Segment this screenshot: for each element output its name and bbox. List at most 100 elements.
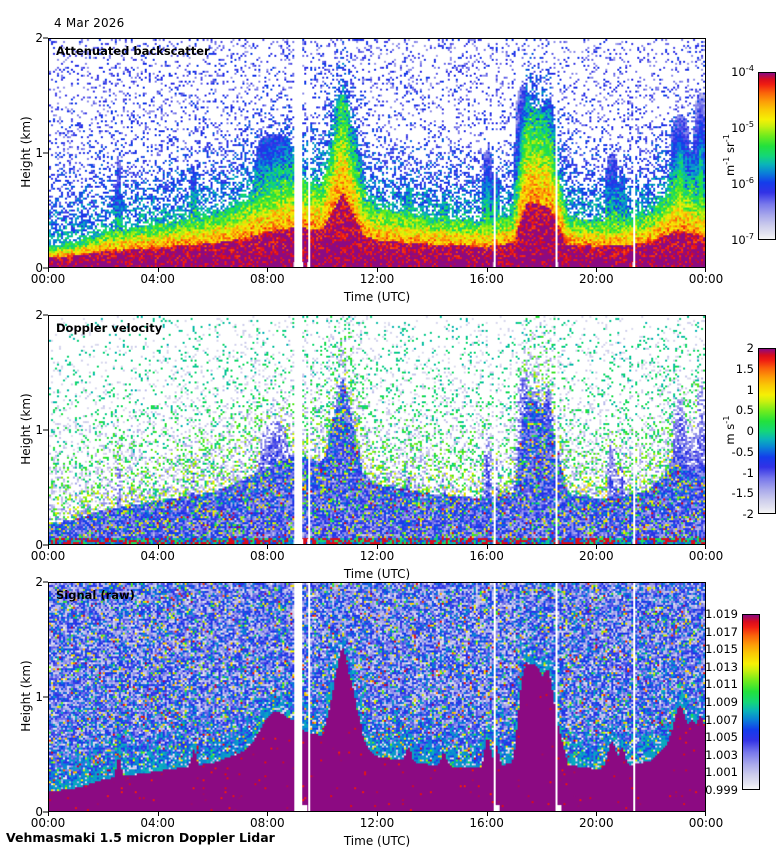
- x-tick-mark: [157, 812, 159, 816]
- y-tick-mark: [43, 152, 48, 154]
- colorbar-tick-doppler-velocity: 1: [746, 382, 754, 397]
- x-tick-mark: [267, 545, 269, 549]
- colorbar-tick-attenuated-backscatter: 10-4: [731, 63, 754, 79]
- x-tick-label: 08:00: [250, 549, 285, 563]
- colorbar-tick-doppler-velocity: 2: [746, 341, 754, 355]
- colorbar-tick-signal-raw: 1.003: [705, 747, 738, 762]
- x-tick-label: 16:00: [469, 816, 504, 830]
- colorbar-tick-doppler-velocity: 0.5: [735, 403, 754, 418]
- x-tick-label: 00:00: [30, 816, 66, 830]
- x-tick-mark: [157, 268, 159, 272]
- heatmap-attenuated-backscatter: [49, 39, 705, 267]
- panel-title-doppler-velocity: Doppler velocity: [56, 321, 163, 335]
- y-tick-label: 1: [35, 690, 43, 704]
- colorbar-signal-raw: 1.019 1.017 1.015 1.013 1.011 1.009 1.007 1.005…: [705, 607, 760, 797]
- x-tick-label: 20:00: [579, 816, 614, 830]
- x-axis-label-panel-3: Time (UTC): [343, 834, 411, 848]
- x-tick-label: 12:00: [359, 272, 395, 286]
- x-tick-label: 20:00: [579, 549, 614, 563]
- x-tick-label: 00:00: [688, 816, 724, 830]
- x-tick-mark: [48, 545, 49, 549]
- y-tick-mark: [43, 544, 48, 546]
- x-tick-mark: [486, 812, 488, 816]
- y-tick-label: 0: [35, 261, 43, 275]
- x-tick-label: 12:00: [359, 549, 395, 563]
- y-tick-mark: [43, 429, 48, 431]
- x-tick-mark: [377, 812, 378, 816]
- y-tick-label: 2: [35, 575, 43, 589]
- panel-title-attenuated-backscatter: Attenuated backscatter: [56, 44, 210, 58]
- colorbar-tick-signal-raw: 1.019: [705, 607, 738, 621]
- x-tick-label: 16:00: [469, 272, 504, 286]
- heatmap-doppler-velocity: [49, 316, 705, 544]
- panel-signal-raw: Signal (raw) 0 1 2 00:00 04:00 08:00 12:00 16:0…: [31, 575, 724, 830]
- y-tick-label: 0: [35, 805, 43, 819]
- x-tick-mark: [157, 545, 159, 549]
- colorbar-tick-signal-raw: 1.013: [705, 659, 738, 674]
- colorbar-units-attenuated-backscatter: m-1 sr-1: [721, 133, 737, 177]
- x-axis-label-panel-1: Time (UTC): [343, 290, 411, 304]
- x-tick-label: 00:00: [688, 549, 724, 563]
- panel-doppler-velocity: Doppler velocity 0 1 2 00:00 04:00 08:00 12:00…: [31, 308, 724, 563]
- y-tick-mark: [43, 267, 48, 269]
- x-tick-label: 04:00: [140, 272, 175, 286]
- colorbar-tick-signal-raw: 1.005: [705, 730, 738, 745]
- x-tick-mark: [705, 545, 706, 549]
- x-tick-mark: [48, 268, 49, 272]
- x-tick-label: 00:00: [688, 272, 724, 286]
- y-tick-label: 0: [35, 538, 43, 552]
- plot-area-attenuated-backscatter: [48, 38, 706, 268]
- y-axis-label-panel-2: Height (km): [19, 393, 33, 465]
- colorbar-tick-doppler-velocity: -2: [742, 507, 754, 521]
- y-tick-mark: [43, 581, 48, 583]
- colorbar-gradient-attenuated-backscatter: [758, 72, 776, 240]
- x-tick-label: 04:00: [140, 549, 175, 563]
- colorbar-tick-signal-raw: 1.017: [705, 624, 738, 639]
- y-axis-label-panel-1: Height (km): [19, 116, 33, 188]
- x-tick-mark: [596, 545, 598, 549]
- colorbar-attenuated-backscatter: 10-4 10-5 10-6 10-7: [731, 64, 776, 247]
- colorbar-tick-doppler-velocity: 0: [746, 424, 754, 438]
- y-tick-mark: [43, 696, 48, 698]
- colorbar-units-doppler-velocity: m s-1: [721, 415, 737, 445]
- x-tick-label: 08:00: [250, 272, 285, 286]
- colorbar-tick-doppler-velocity: -1: [742, 465, 754, 480]
- y-tick-mark: [43, 314, 48, 316]
- y-tick-label: 2: [35, 31, 43, 45]
- colorbar-tick-doppler-velocity: -1.5: [731, 486, 754, 501]
- x-tick-mark: [377, 545, 378, 549]
- x-tick-label: 12:00: [359, 816, 395, 830]
- colorbar-tick-signal-raw: 1.009: [705, 695, 738, 709]
- y-tick-label: 1: [35, 423, 43, 437]
- x-tick-label: 00:00: [30, 549, 66, 563]
- y-tick-label: 2: [35, 308, 43, 322]
- colorbar-tick-attenuated-backscatter: 10-6: [731, 175, 754, 191]
- colorbar-tick-signal-raw: 1.011: [705, 677, 738, 692]
- colorbar-gradient-doppler-velocity: [758, 348, 776, 514]
- panel-attenuated-backscatter: Attenuated backscatter 0 1 2 00:00 04:00 08:0…: [31, 31, 724, 286]
- colorbar-tick-signal-raw: 1.007: [705, 712, 738, 727]
- colorbar-tick-attenuated-backscatter: 10-7: [731, 231, 754, 247]
- plot-area-doppler-velocity: [48, 315, 706, 545]
- x-tick-mark: [705, 268, 706, 272]
- x-tick-mark: [267, 812, 269, 816]
- x-tick-mark: [486, 545, 488, 549]
- x-tick-mark: [486, 268, 488, 272]
- x-tick-label: 20:00: [579, 272, 614, 286]
- x-tick-label: 16:00: [469, 549, 504, 563]
- colorbar-gradient-signal-raw: [742, 614, 760, 790]
- y-tick-label: 1: [35, 146, 43, 160]
- x-tick-mark: [705, 812, 706, 816]
- x-tick-label: 00:00: [30, 272, 66, 286]
- colorbar-doppler-velocity: 2 1.5 1 0.5 0 -0.5 -1 -1.5 -2: [732, 341, 776, 521]
- colorbar-tick-attenuated-backscatter: 10-5: [731, 119, 754, 135]
- x-tick-mark: [596, 812, 598, 816]
- y-tick-mark: [43, 37, 48, 39]
- x-tick-mark: [48, 812, 49, 816]
- heatmap-signal-raw: [49, 583, 705, 811]
- colorbar-tick-signal-raw: 0.999: [705, 783, 738, 797]
- panel-title-signal-raw: Signal (raw): [56, 588, 135, 602]
- colorbar-tick-doppler-velocity: -0.5: [731, 444, 754, 459]
- x-axis-label-panel-2: Time (UTC): [343, 567, 411, 581]
